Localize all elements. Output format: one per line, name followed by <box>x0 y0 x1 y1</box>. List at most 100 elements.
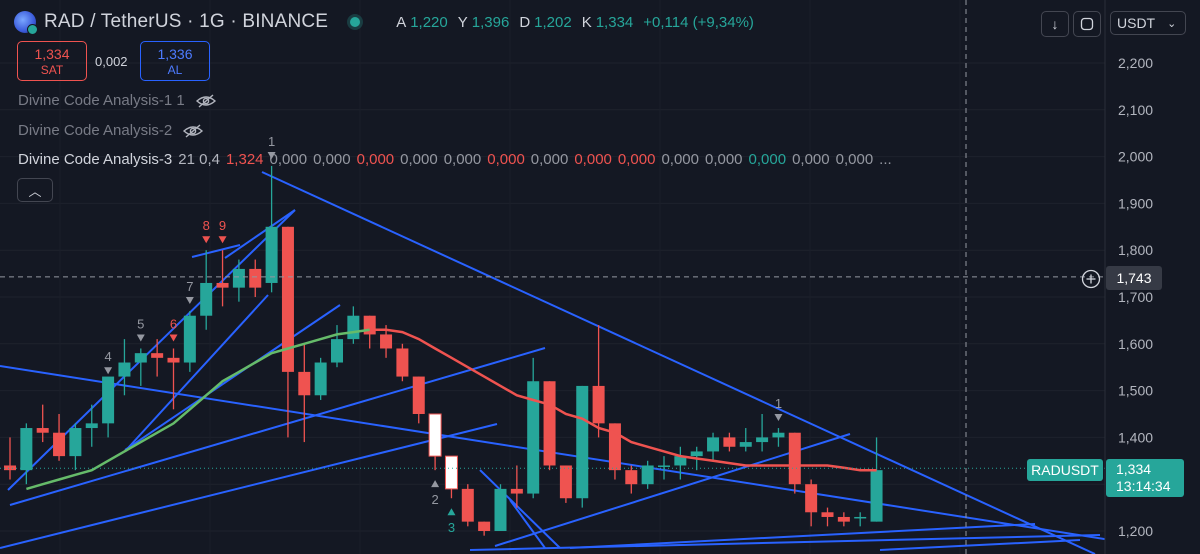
hidden-eye-icon[interactable] <box>195 93 217 109</box>
candle-body <box>837 516 850 522</box>
marker-label: 7 <box>186 279 193 294</box>
symbol-price-label: RADUSDT <box>1027 459 1103 481</box>
change-value: +0,114 (+9,34%) <box>643 13 754 31</box>
candle-body <box>559 465 572 499</box>
candle-body <box>625 470 638 485</box>
moving-average-green <box>26 328 370 491</box>
marker-arrow <box>104 367 113 375</box>
candle-body <box>461 488 474 522</box>
candle <box>20 423 33 485</box>
add-alert-button[interactable] <box>1080 268 1102 290</box>
trendline <box>124 304 341 451</box>
price-tick-label: 1,500 <box>1118 383 1153 399</box>
candle-body <box>658 465 670 467</box>
indicator-2[interactable]: Divine Code Analysis-2 <box>18 122 204 139</box>
low-label: D <box>519 13 531 31</box>
candle <box>85 404 98 447</box>
candle <box>232 259 245 302</box>
candle-body <box>821 512 834 517</box>
indicator-3-name: Divine Code Analysis-3 <box>18 151 173 168</box>
trendlines <box>0 171 1200 554</box>
candle-body <box>151 353 164 358</box>
candle-body <box>331 339 343 363</box>
signal-marker: 2 <box>431 480 440 507</box>
candle-body <box>36 428 49 433</box>
symbol-title[interactable]: RAD / TetherUS · 1G · BINANCE <box>44 11 329 32</box>
open-value: 1,220 <box>410 13 448 31</box>
candle-body <box>396 348 409 377</box>
indicator-3-value: 0,000 <box>313 151 351 168</box>
market-status-icon[interactable] <box>350 17 361 27</box>
indicator-3-value: ... <box>879 151 892 168</box>
marker-arrow <box>136 334 145 342</box>
collapse-indicators-button[interactable]: ︿ <box>17 178 53 202</box>
marker-label: 3 <box>448 520 455 535</box>
candle-body <box>690 451 703 457</box>
signal-markers: 4 5 6 7 8 9 1 23 1 <box>104 134 783 535</box>
candle-body <box>216 282 229 288</box>
candle-body <box>444 455 458 490</box>
candle-body <box>265 226 278 283</box>
candle <box>478 521 491 536</box>
candle-body <box>641 465 654 485</box>
indicator-3[interactable]: Divine Code Analysis-3 21 0,4 1,324 0,000… <box>18 151 892 168</box>
expand-icon <box>1080 17 1094 31</box>
buy-button[interactable]: 1,336 AL <box>140 41 210 81</box>
candle <box>461 484 474 527</box>
candle <box>183 311 196 372</box>
close-value: 1,334 <box>595 13 634 31</box>
candle-body <box>543 381 556 466</box>
indicator-3-value: 0,000 <box>617 151 656 168</box>
buy-label: AL <box>167 63 183 77</box>
fullscreen-button[interactable] <box>1073 11 1101 37</box>
candle <box>69 423 82 471</box>
trendline <box>879 539 1081 551</box>
moving-average-red <box>369 328 877 472</box>
candle <box>510 465 523 508</box>
sell-label: SAT <box>40 63 64 77</box>
candle-body <box>183 315 196 363</box>
spread-value: 0,002 <box>95 54 128 69</box>
download-button[interactable]: ↓ <box>1041 11 1069 37</box>
marker-label: 6 <box>170 316 177 331</box>
price-tick-label: 1,900 <box>1118 195 1153 211</box>
candle-body <box>85 423 98 429</box>
trendline <box>0 365 1200 554</box>
candle-body <box>870 470 883 522</box>
low-value: 1,202 <box>534 13 572 31</box>
candle-body <box>494 488 507 531</box>
indicator-3-value: 0,000 <box>574 151 612 168</box>
candle-body <box>674 456 687 466</box>
price-tick-label: 2,000 <box>1118 149 1153 165</box>
candle <box>641 460 654 489</box>
hidden-eye-icon[interactable] <box>182 123 204 139</box>
candle-body <box>53 432 66 457</box>
candle <box>36 404 49 443</box>
candle-body <box>134 353 147 363</box>
candle-body <box>20 428 33 471</box>
chart-header: RAD / TetherUS · 1G · BINANCE A 1,220 Y 1,… <box>14 9 754 35</box>
candle-body <box>200 282 213 316</box>
indicator-3-value: 1,324 <box>225 151 264 168</box>
candle <box>200 250 213 330</box>
candle <box>707 432 720 461</box>
currency-select[interactable]: USDT ⌄ <box>1110 11 1186 35</box>
candles <box>4 165 883 536</box>
plus-circle-icon <box>1081 269 1101 289</box>
trendline <box>479 469 561 549</box>
trendline <box>569 523 1036 549</box>
marker-arrow <box>169 334 178 342</box>
candle <box>4 437 16 480</box>
signal-marker: 9 <box>218 218 227 244</box>
indicator-1[interactable]: Divine Code Analysis-1 1 <box>18 92 217 109</box>
indicator-3-params: 21 0,4 <box>178 151 220 168</box>
signal-marker: 1 <box>267 134 276 159</box>
sell-button[interactable]: 1,334 SAT <box>17 41 87 81</box>
candle <box>527 357 540 499</box>
trendline <box>9 347 546 506</box>
candle-body <box>527 381 540 494</box>
price-tick-label: 1,400 <box>1118 429 1153 445</box>
candle-body <box>756 437 769 443</box>
candle <box>314 357 327 400</box>
